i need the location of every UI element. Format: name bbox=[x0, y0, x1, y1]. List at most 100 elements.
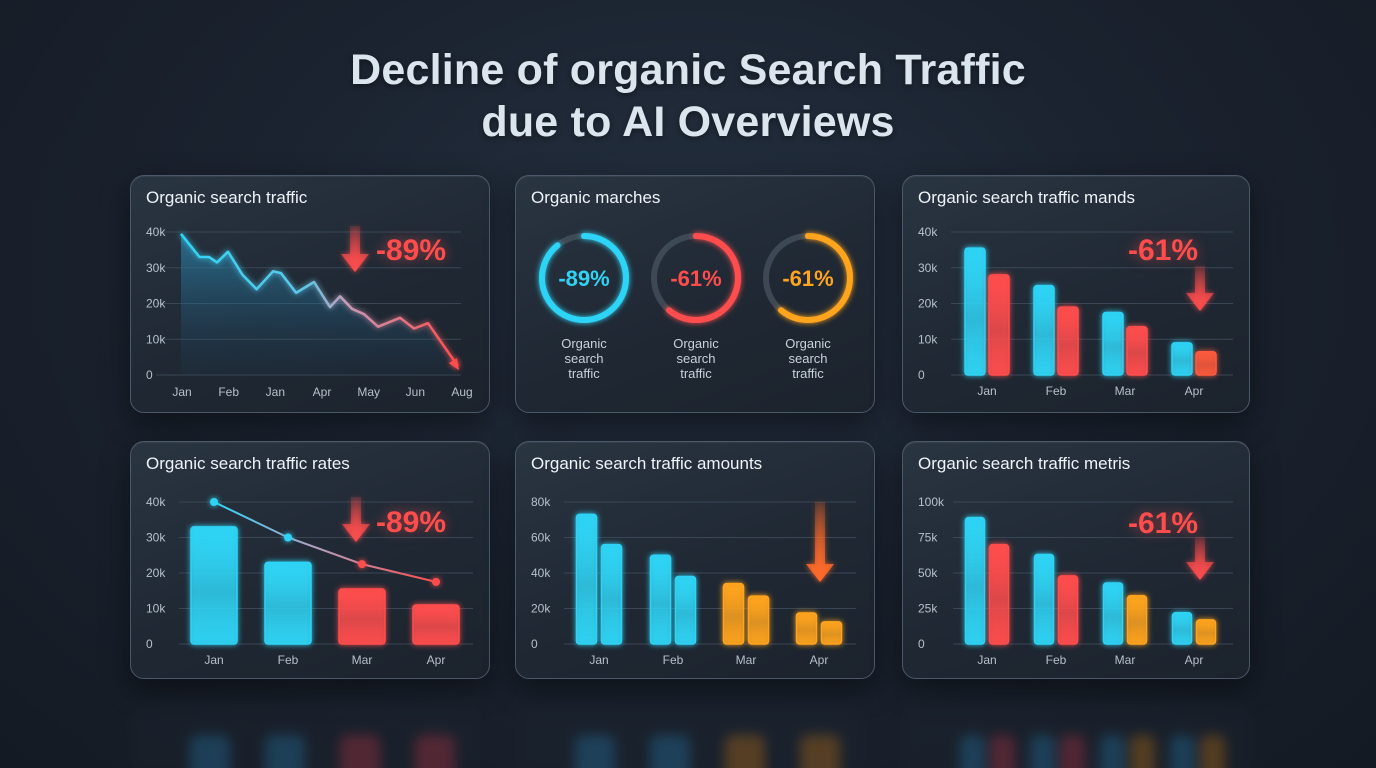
x-tick-label: Jan bbox=[589, 653, 608, 667]
decline-badge: -61% bbox=[1128, 234, 1198, 267]
card-organic-search-traffic-amounts: Organic search traffic amounts 0 20k 40k 60… bbox=[515, 441, 875, 679]
down-arrow-icon bbox=[806, 502, 834, 582]
bar bbox=[338, 588, 386, 645]
x-tick-label: Jan bbox=[172, 385, 191, 399]
x-tick-label: Aug bbox=[451, 385, 472, 399]
bar bbox=[674, 575, 697, 645]
floor-reflection bbox=[130, 705, 1252, 768]
bar bbox=[1102, 582, 1124, 645]
bar bbox=[964, 247, 986, 376]
x-tick-label: Jan bbox=[977, 653, 996, 667]
trend-arrowhead-icon bbox=[448, 358, 459, 371]
bar bbox=[964, 516, 986, 645]
bar bbox=[722, 582, 745, 645]
x-tick-label: Feb bbox=[1046, 384, 1067, 398]
ring-label: search bbox=[788, 351, 827, 366]
y-tick-label: 25k bbox=[918, 602, 938, 616]
y-tick-label: 60k bbox=[531, 531, 551, 545]
x-tick-label: Apr bbox=[1185, 653, 1204, 667]
ring-value: -61% bbox=[782, 266, 833, 291]
card-organic-search-traffic: Organic search traffic 0 10k 20k 30k 40k -89%… bbox=[130, 175, 490, 413]
x-tick-label: Jan bbox=[204, 653, 223, 667]
bar bbox=[1171, 342, 1193, 376]
ring-label: search bbox=[564, 351, 603, 366]
card-title: Organic search traffic mands bbox=[918, 188, 1135, 207]
down-arrow-icon bbox=[1186, 537, 1214, 580]
page-title: Decline of organic Search Traffic due to… bbox=[0, 44, 1376, 148]
y-tick-label: 20k bbox=[146, 297, 166, 311]
bar bbox=[264, 561, 312, 645]
card-title: Organic search traffic metris bbox=[918, 454, 1131, 473]
down-arrow-icon bbox=[341, 226, 369, 272]
ring-label: traffic bbox=[792, 366, 824, 381]
y-tick-label: 20k bbox=[918, 297, 938, 311]
decline-badge: -89% bbox=[376, 506, 446, 539]
y-tick-label: 20k bbox=[146, 566, 166, 580]
x-tick-label: Jan bbox=[977, 384, 996, 398]
card-title: Organic marches bbox=[531, 188, 661, 207]
y-tick-label: 30k bbox=[146, 531, 166, 545]
bar bbox=[795, 612, 818, 645]
card-organic-search-traffic-rates: Organic search traffic rates 0 10k 20k 30k 4… bbox=[130, 441, 490, 679]
y-tick-label: 30k bbox=[918, 261, 938, 275]
x-tick-label: Feb bbox=[278, 653, 299, 667]
title-line-2: due to AI Overviews bbox=[481, 98, 895, 146]
y-tick-label: 10k bbox=[146, 602, 166, 616]
ring-progress bbox=[539, 233, 629, 323]
x-tick-label: Feb bbox=[218, 385, 239, 399]
x-tick-label: Jan bbox=[266, 385, 285, 399]
ring-charts: -89%Organicsearchtraffic-61%Organicsearc… bbox=[539, 233, 853, 381]
area-chart: 0 10k 20k 30k 40k -89% Jan Feb Jan Apr May Jun Aug bbox=[146, 225, 473, 399]
card-title: Organic search traffic amounts bbox=[531, 454, 763, 473]
x-tick-label: Jun bbox=[406, 385, 425, 399]
card-organic-marches: Organic marches -89% Organic search traffic… bbox=[515, 175, 875, 413]
bar-chart: 0 25k 50k 75k 100k Jan Feb Mar Apr -61% bbox=[918, 495, 1233, 667]
ring-label: Organic bbox=[785, 336, 831, 351]
bar bbox=[988, 543, 1010, 645]
y-tick-label: 40k bbox=[146, 495, 166, 509]
ring-label: search bbox=[676, 351, 715, 366]
y-tick-label: 0 bbox=[531, 637, 538, 651]
bar bbox=[988, 274, 1010, 376]
card-organic-search-traffic-metris: Organic search traffic metris 0 25k 50k 75k… bbox=[902, 441, 1250, 679]
y-tick-label: 100k bbox=[918, 495, 945, 509]
x-tick-label: Mar bbox=[1115, 384, 1136, 398]
y-tick-label: 40k bbox=[146, 225, 166, 239]
bar bbox=[190, 526, 238, 645]
decline-badge: -89% bbox=[376, 234, 446, 267]
trend-line bbox=[180, 233, 459, 367]
y-tick-label: 40k bbox=[531, 566, 551, 580]
card-title: Organic search traffic rates bbox=[146, 454, 350, 473]
area-fill bbox=[181, 233, 458, 375]
ring-label: Organic bbox=[673, 336, 719, 351]
bar bbox=[649, 554, 672, 645]
y-tick-label: 20k bbox=[531, 602, 551, 616]
ring-label: Organic bbox=[561, 336, 607, 351]
ring-progress bbox=[763, 233, 853, 323]
y-tick-label: 0 bbox=[918, 368, 925, 382]
y-tick-label: 0 bbox=[918, 637, 925, 651]
decline-badge: -61% bbox=[1128, 507, 1198, 540]
bar bbox=[1033, 284, 1055, 376]
y-tick-label: 10k bbox=[146, 332, 166, 346]
x-tick-label: Apr bbox=[313, 385, 332, 399]
bar bbox=[1195, 351, 1217, 376]
trend-line bbox=[213, 501, 437, 583]
ring-label: traffic bbox=[568, 366, 600, 381]
line-point bbox=[210, 498, 218, 506]
y-tick-label: 80k bbox=[531, 495, 551, 509]
bar bbox=[575, 513, 598, 645]
x-tick-label: Apr bbox=[427, 653, 446, 667]
bar bbox=[1057, 575, 1079, 645]
bar bbox=[747, 595, 770, 645]
bar bbox=[1102, 311, 1124, 376]
bar bbox=[600, 543, 623, 645]
bar bbox=[1033, 553, 1055, 645]
x-tick-label: Apr bbox=[810, 653, 829, 667]
bar-line-chart: 0 10k 20k 30k 40k Jan Feb Mar Apr -89% bbox=[146, 495, 473, 667]
bar bbox=[1126, 594, 1148, 645]
x-tick-label: Apr bbox=[1185, 384, 1204, 398]
bar bbox=[1126, 325, 1148, 376]
y-tick-label: 0 bbox=[146, 368, 153, 382]
x-tick-label: Mar bbox=[352, 653, 373, 667]
